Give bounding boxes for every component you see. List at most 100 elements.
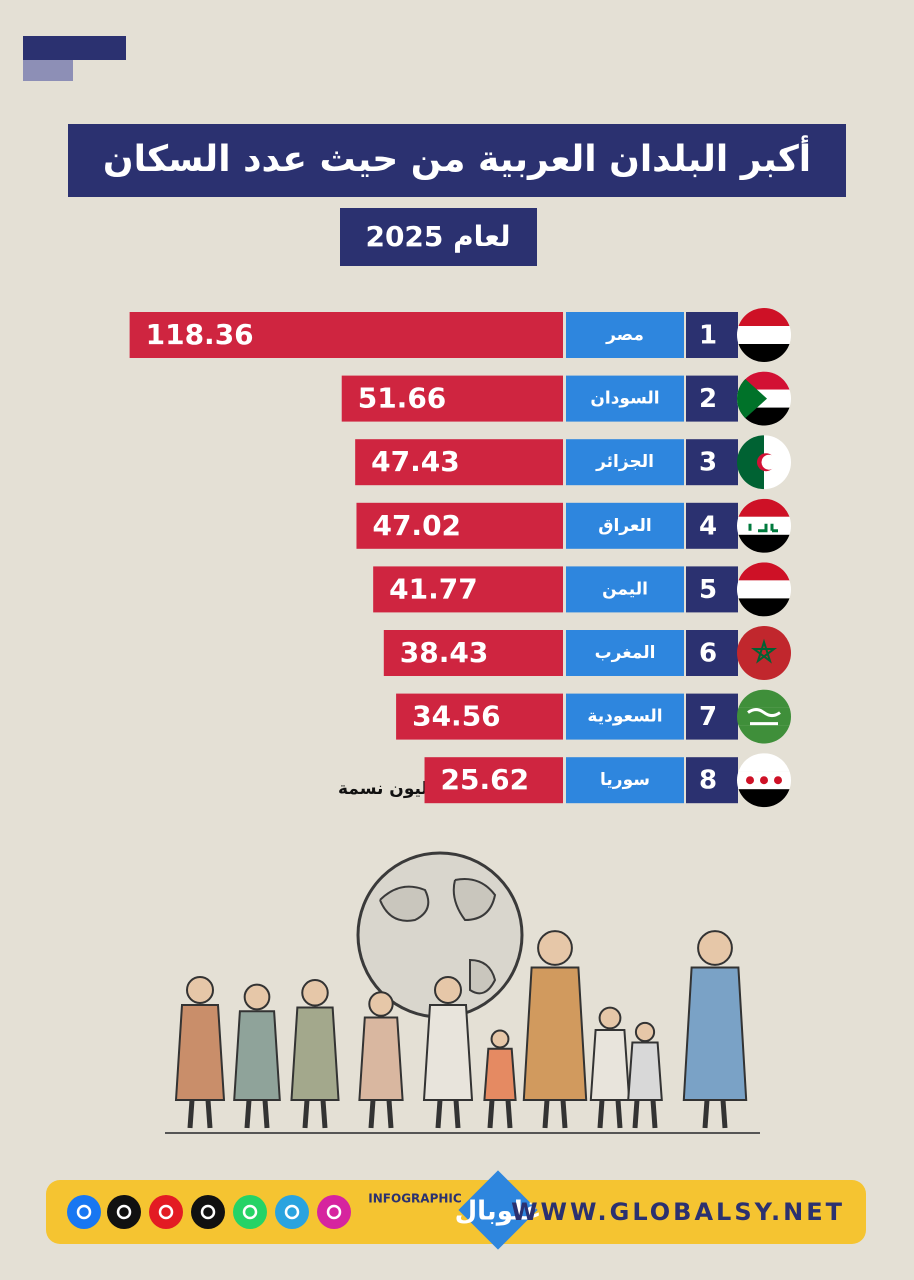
flag-part [737, 598, 791, 617]
rank-label: 3 [699, 448, 717, 478]
value-label: 25.62 [441, 763, 530, 796]
category-label: سوريا [600, 770, 650, 790]
bar [356, 502, 563, 549]
rank-box [686, 566, 738, 613]
person-legs [187, 1099, 213, 1129]
name-box [566, 439, 684, 486]
person-head [434, 976, 462, 1004]
flag-part [737, 371, 767, 426]
rank-label: 6 [699, 639, 717, 669]
person-body [290, 1006, 340, 1101]
person-head [301, 979, 329, 1007]
bar [129, 312, 563, 358]
bar [396, 693, 563, 740]
person-legs [702, 1099, 728, 1129]
rank-label: 7 [699, 702, 717, 732]
flag-part [737, 725, 791, 744]
social-icons [67, 1195, 351, 1229]
value-label: 51.66 [358, 382, 447, 415]
category-label: السودان [590, 389, 659, 409]
person-body [589, 1029, 631, 1101]
social-icon [107, 1195, 141, 1229]
person-body [358, 1016, 404, 1101]
person-legs [368, 1099, 394, 1129]
person-body [174, 1004, 226, 1101]
rank-label: 2 [699, 384, 717, 414]
flag [737, 498, 791, 553]
flag-part [737, 326, 791, 344]
person-legs [302, 1099, 328, 1129]
social-icon-inner [116, 1204, 132, 1220]
flag-part [751, 638, 777, 664]
social-icon-inner [158, 1204, 174, 1220]
person-legs [435, 1099, 461, 1129]
title-box [68, 124, 846, 197]
person-head [634, 1021, 656, 1043]
person-legs [487, 1099, 513, 1129]
flag-part [737, 580, 791, 599]
social-icon-inner [242, 1204, 258, 1220]
rank-label: 1 [699, 321, 717, 351]
person-head [697, 930, 733, 966]
chart-title: أكبر البلدان العربية من حيث عدد السكان [103, 135, 811, 180]
bar [341, 375, 563, 422]
flag [737, 689, 791, 744]
flag-part [737, 534, 791, 553]
rank-box [686, 312, 738, 358]
flag-part [774, 776, 782, 785]
name-box [566, 312, 684, 358]
person-legs [542, 1099, 568, 1129]
flag-part [737, 753, 791, 772]
flag [737, 562, 791, 617]
name-box [566, 693, 684, 740]
flag-part [737, 662, 791, 680]
person-legs [597, 1099, 623, 1129]
flag [737, 753, 791, 808]
social-icon [149, 1195, 183, 1229]
category-label: المغرب [595, 643, 656, 663]
bar [373, 566, 563, 613]
bar [355, 439, 563, 486]
logo-text: غلوبال [455, 1197, 542, 1227]
social-icon-inner [200, 1204, 216, 1220]
social-icon-inner [284, 1204, 300, 1220]
person-body [522, 966, 588, 1101]
flag [737, 626, 791, 680]
flag-part [760, 776, 768, 785]
person-head [368, 991, 394, 1017]
person-body [233, 1010, 281, 1101]
value-label: 47.43 [371, 445, 460, 478]
social-icon [67, 1195, 101, 1229]
person-head [537, 930, 573, 966]
bar [383, 630, 563, 676]
rank-box [686, 375, 738, 422]
rank-box [686, 439, 738, 486]
rank-box [686, 630, 738, 676]
flag-part [761, 454, 777, 470]
value-label: 38.43 [400, 636, 489, 669]
person-body [422, 1004, 474, 1101]
person-head [243, 983, 271, 1011]
decor-block [23, 36, 126, 60]
rank-box [686, 757, 738, 804]
rank-box [686, 693, 738, 740]
flag-part [737, 689, 791, 708]
subtitle-box [340, 208, 537, 266]
flag-part [737, 626, 791, 644]
person-body [483, 1047, 517, 1101]
category-label: السعودية [587, 707, 662, 727]
person-head [186, 976, 214, 1004]
rank-label: 8 [699, 766, 717, 796]
logo-mark [458, 1170, 538, 1250]
rank-box [686, 502, 738, 549]
social-icon [233, 1195, 267, 1229]
flag [737, 308, 791, 362]
category-label: اليمن [602, 579, 648, 599]
flag-part [748, 523, 778, 533]
name-box [566, 757, 684, 804]
person-head [598, 1006, 622, 1030]
flag-part [737, 789, 791, 808]
decor-block [23, 60, 73, 81]
people [174, 930, 748, 1129]
